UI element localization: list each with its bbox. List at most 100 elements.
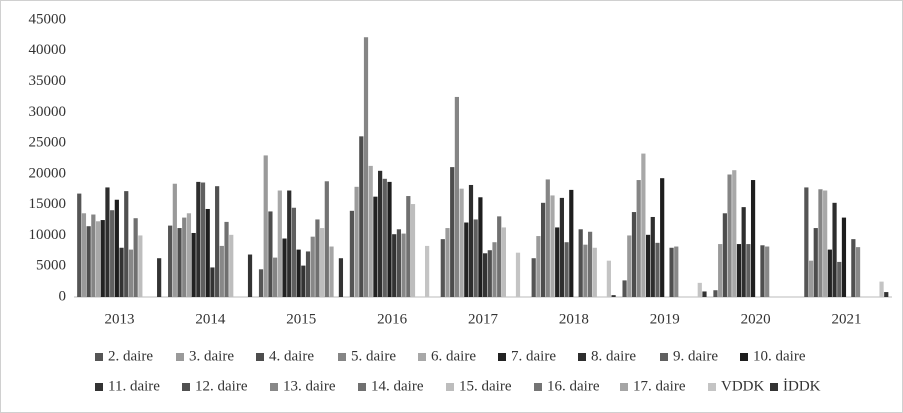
bar [674,246,679,297]
bar [338,258,344,297]
bar [196,181,201,297]
bar [722,213,727,297]
bar [177,228,182,297]
x-tick-label: 2015 [286,311,316,327]
bar [818,189,823,297]
x-tick-label: 2019 [650,311,680,327]
legend-swatch [770,383,778,391]
bar [191,232,196,297]
bar [81,213,87,297]
bar [396,229,402,297]
bar [750,180,756,297]
x-tick-label: 2020 [741,311,771,327]
bar [273,257,278,297]
legend-label: 10. daire [753,348,806,364]
bar [320,228,325,297]
legend-label: VDDK [721,378,764,394]
bar [627,235,632,297]
bar [879,281,884,297]
bar [841,217,847,297]
bar [564,242,569,297]
bar [697,282,702,297]
bar [157,258,162,297]
x-tick-label: 2014 [195,311,226,327]
bar [765,246,770,297]
legend-label: 13. daire [283,378,336,394]
bar [478,197,483,297]
bar [837,261,842,297]
bar [133,218,138,297]
bar [349,210,355,297]
bar [487,250,492,297]
bar [884,292,889,297]
bar [368,165,373,297]
legend-label: 6. daire [431,348,476,364]
bar [186,213,192,297]
bar [813,228,818,297]
x-tick-label: 2018 [559,311,589,327]
y-tick-label: 10000 [29,227,67,243]
bar [77,193,82,297]
bar [128,249,134,297]
bar [301,265,306,297]
bar [215,186,220,297]
bar [95,221,101,297]
y-tick-label: 45000 [29,11,67,27]
bar [354,186,359,297]
bar [401,233,406,297]
bar [378,170,383,297]
bar [702,291,707,297]
bar [268,211,273,297]
bar [531,258,536,297]
legend-swatch [176,353,184,361]
bar [224,221,229,297]
y-tick-label: 35000 [29,73,67,89]
legend-label: 15. daire [459,378,512,394]
bar [172,183,177,297]
bar [392,234,397,297]
bar [324,181,329,297]
legend-swatch [660,353,668,361]
bar [741,207,746,297]
x-tick-label: 2013 [104,311,134,327]
bar [182,217,187,297]
bar [425,245,430,297]
bar [515,252,521,297]
legend-swatch [270,383,278,391]
bar [746,244,751,297]
x-tick-label: 2017 [468,311,499,327]
legend-label: 7. daire [511,348,556,364]
legend-swatch [740,353,748,361]
bar [536,236,541,297]
bar [636,180,641,297]
bar [287,190,292,297]
bar [713,290,718,297]
bar [100,220,105,297]
bar [406,196,411,297]
bar [804,187,809,297]
bar [210,267,215,297]
bar [315,219,320,297]
bar [727,174,732,297]
bar [540,202,546,297]
bar [468,184,474,297]
legend-label: 3. daire [189,348,234,364]
bar [454,96,459,297]
y-tick-label: 15000 [29,196,67,212]
x-tick-label: 2016 [377,311,408,327]
legend-label: 8. daire [591,348,636,364]
bar [718,244,723,297]
bar [282,238,287,297]
bar [86,226,91,297]
bar [473,219,478,297]
bar [832,202,837,297]
y-tick-label: 25000 [29,135,67,151]
bar [310,236,315,297]
bar [124,191,129,297]
bar [329,246,334,297]
legend-swatch [182,383,190,391]
bar [91,214,96,297]
bar [650,216,655,297]
bar [387,181,392,297]
bar [168,225,173,297]
